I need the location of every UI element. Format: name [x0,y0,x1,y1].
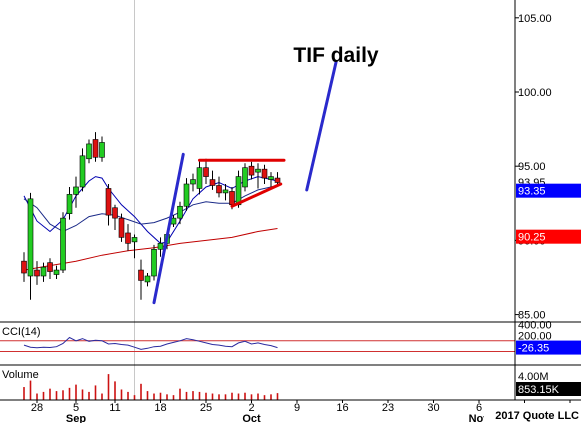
price-badge [516,183,581,198]
candle-down [92,139,99,158]
cci-value-label: -26.35 [518,343,549,355]
month-label: Nov [469,413,491,423]
candle-down [138,269,144,281]
price-tick-label: 95.00 [518,161,546,173]
candle-up [242,167,248,188]
candle-down [274,177,281,183]
price-tick-label: 85.00 [518,310,546,322]
candle-up [157,243,164,250]
candle-down [216,185,222,194]
date-tick-label: 9 [294,402,300,414]
candle-up [190,179,196,185]
date-tick-label: 6 [476,402,482,414]
candle-up [196,167,203,189]
candle-down [229,191,235,206]
candle-up [86,143,92,160]
volume-tick-label: 4.00M [518,371,549,383]
candle-down [209,179,216,186]
price-tick-label: 100.00 [518,87,552,99]
candle-down [118,217,125,238]
candle-up [268,176,274,180]
blue-trend-line [152,152,185,305]
candle-up [255,168,261,173]
cci-tick-label: 200.00 [518,330,552,342]
date-tick-label: 30 [427,402,439,414]
date-tick-label: 5 [73,402,79,414]
cci-line [23,336,278,350]
cci-tick-label: 400.00 [518,320,552,332]
candle-down [47,262,53,272]
candle-up [131,237,138,243]
candle-up [151,248,157,277]
candle-up [183,183,190,207]
price-tick-label: 105.00 [518,13,552,25]
candle-down [248,165,255,176]
support-trendline [230,182,283,208]
month-label: Oct [242,413,261,423]
price-badge-label: 93.35 [518,186,546,198]
copyright-background [484,403,581,423]
candle-up [99,142,105,158]
candle-down [125,232,131,244]
candle-down [105,188,112,216]
volume-value-badge [516,382,581,396]
candle-down [261,168,268,179]
blue-projection-line [305,60,338,192]
candle-up [66,194,73,214]
candle-down [112,207,118,219]
date-tick-label: 16 [336,402,348,414]
date-tick-label: 18 [154,402,166,414]
candle-up [79,155,86,188]
price-panel: TIF daily [21,0,379,400]
candle-up [177,205,183,219]
date-tick-label: 23 [382,402,394,414]
volume-value-label: 853.15K [518,384,560,396]
month-label: Sep [66,413,86,423]
price-badge [516,229,581,244]
chart-title: TIF daily [293,44,379,67]
copyright-label: 2017 Quote LLC [495,410,579,422]
candle-up [73,186,79,195]
candle-up [27,198,34,277]
candle-up [235,176,242,206]
candle-down [34,269,40,277]
date-tick-label: 2 [248,402,254,414]
price-badge-label: 90.25 [518,232,546,244]
date-tick-label: 28 [31,402,43,414]
candle-up [40,266,47,277]
cci-value-badge [516,340,581,355]
candle-up [60,217,66,271]
candle-up [144,275,151,283]
candle-up [222,189,229,194]
cci-label: CCI(14) [2,326,41,338]
candle-down [21,260,27,274]
date-tick-label: 11 [109,402,120,414]
date-tick-label: 25 [200,402,212,414]
candle-up [53,269,60,275]
candle-down [203,167,209,177]
volume-label: Volume [2,369,39,381]
